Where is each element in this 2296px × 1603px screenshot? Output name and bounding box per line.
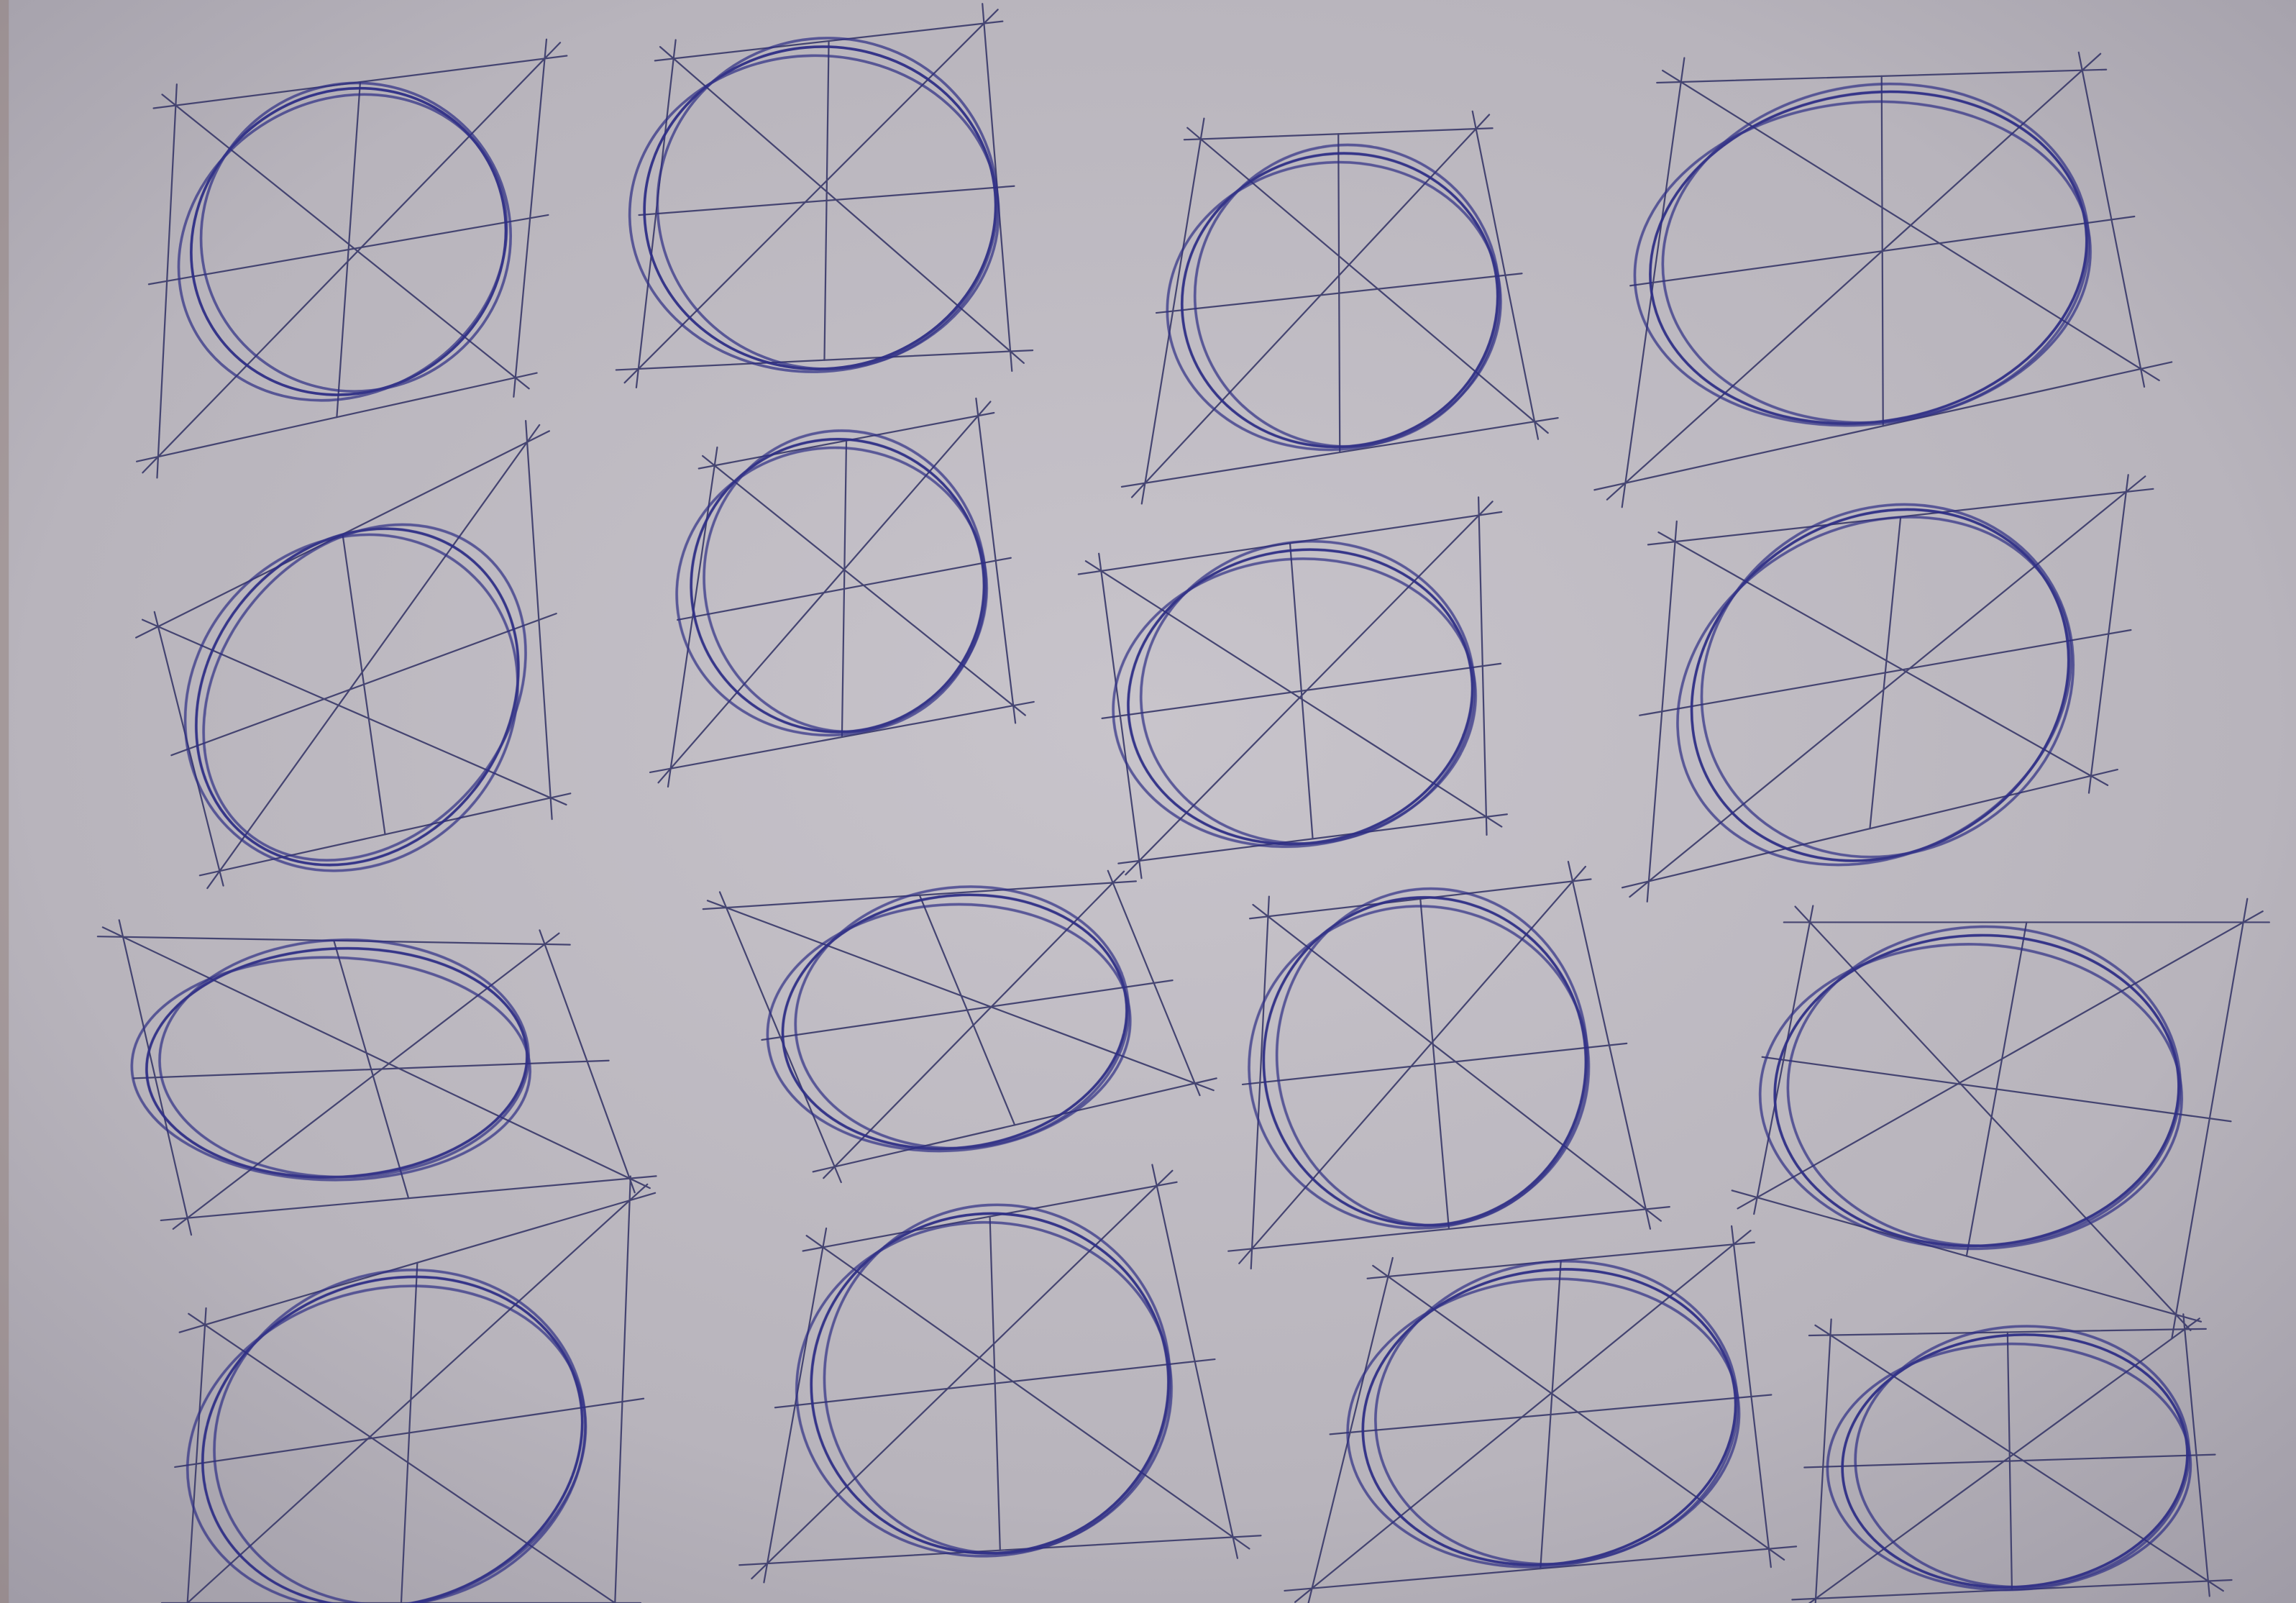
- sketch-13-guides: [160, 1175, 657, 1603]
- guide-diagonal: [805, 1235, 1250, 1550]
- sketch-12-guides: [1731, 898, 2270, 1339]
- ellipse-stroke: [628, 54, 1000, 373]
- guide-diagonal: [188, 1312, 617, 1603]
- guide-diagonal: [1808, 1317, 2200, 1603]
- guide-diagonal: [1629, 475, 2146, 898]
- ellipse-stroke: [199, 81, 512, 393]
- ellipse-stroke: [766, 903, 1132, 1153]
- sketch-8-ellipse: [1676, 503, 2075, 867]
- ellipse-stroke: [202, 523, 527, 862]
- sketch-13-ellipse: [186, 1269, 587, 1603]
- sketch-11-ellipse: [1248, 887, 1591, 1230]
- sketch-5-ellipse: [183, 523, 527, 872]
- sketch-2-ellipse: [628, 37, 1000, 373]
- guide-diagonal: [751, 1169, 1174, 1580]
- sketch-4-ellipse: [1633, 82, 2092, 427]
- ellipse-stroke: [213, 1269, 587, 1603]
- sketch-1-guides: [135, 38, 568, 479]
- sketch-10-guides: [702, 869, 1217, 1184]
- ellipse-stroke: [1248, 905, 1591, 1230]
- guide-center-horizontal: [638, 185, 1015, 216]
- guide-diagonal: [1084, 560, 1503, 828]
- ellipse-stroke: [1166, 160, 1502, 452]
- sketch-11-guides: [1227, 860, 1670, 1270]
- paper-shadow-edge: [0, 0, 9, 1603]
- ellipse-stroke: [1676, 516, 2072, 867]
- sketch-16-ellipse: [1826, 1325, 2192, 1591]
- guide-diagonal: [101, 926, 651, 1189]
- ellipse-stroke: [795, 1220, 1173, 1558]
- ellipse-stroke: [1112, 557, 1477, 849]
- guide-diagonal: [172, 932, 560, 1230]
- ellipse-stroke: [675, 446, 989, 737]
- guide-diagonal: [142, 42, 562, 474]
- guide-center-horizontal: [1329, 1394, 1773, 1435]
- sketch-6-ellipse: [675, 429, 989, 737]
- guide-center-horizontal: [147, 214, 549, 286]
- sketch-15-ellipse: [1346, 1259, 1741, 1568]
- guide-center-horizontal: [676, 557, 1012, 621]
- guide-center-horizontal: [1761, 1056, 2232, 1123]
- ellipse-stroke: [1633, 100, 2092, 427]
- guide-diagonal: [1657, 531, 2109, 787]
- guide-diagonal: [206, 424, 541, 890]
- guide-center-horizontal: [1241, 1042, 1628, 1086]
- ellipse-stroke: [183, 533, 519, 872]
- sketch-7-ellipse: [1112, 539, 1477, 849]
- sketch-3-ellipse: [1166, 143, 1502, 452]
- guide-center-horizontal: [174, 1397, 645, 1469]
- ellipse-stroke: [186, 1284, 587, 1603]
- guide-diagonal: [1794, 905, 2192, 1331]
- sketch-12-ellipse: [1758, 925, 2183, 1251]
- guide-diagonal: [1606, 52, 2102, 501]
- ellipse-stroke: [1826, 1342, 2192, 1591]
- guide-center-horizontal: [170, 613, 557, 757]
- guide-center-horizontal: [1155, 273, 1523, 314]
- guide-diagonal: [161, 93, 530, 390]
- sketch-14-guides: [738, 1164, 1262, 1584]
- sketch-16-guides: [1791, 1313, 2233, 1603]
- guide-center-horizontal: [1629, 215, 2136, 287]
- guide-center-horizontal: [761, 979, 1174, 1041]
- guide-center-horizontal: [774, 1358, 1216, 1409]
- guide-diagonal: [1238, 865, 1587, 1264]
- sketch-4-guides: [1593, 51, 2173, 508]
- sketch-10-ellipse: [766, 885, 1132, 1153]
- sketch-6-guides: [649, 397, 1035, 788]
- ellipse-stroke: [130, 956, 531, 1182]
- ellipse-stroke: [1700, 503, 2075, 859]
- ellipse-stroke: [690, 437, 986, 734]
- ellipse-stroke: [177, 93, 508, 402]
- guide-center-horizontal: [1101, 662, 1502, 719]
- guide-diagonal: [1814, 1324, 2224, 1592]
- guide-diagonal: [1252, 903, 1662, 1222]
- guide-diagonal: [659, 46, 1025, 364]
- guide-diagonal: [1737, 910, 2264, 1210]
- sketch-1-ellipse: [177, 81, 512, 402]
- ellipse-stroke: [1346, 1277, 1741, 1568]
- guide-center-horizontal: [1803, 1453, 2216, 1469]
- sketch-9-guides: [96, 919, 657, 1236]
- guide-diagonal: [623, 9, 999, 384]
- sketch-9-ellipse: [130, 938, 531, 1182]
- guide-diagonal: [1186, 127, 1549, 434]
- ellipse-stroke: [195, 527, 520, 867]
- sketch-14-ellipse: [795, 1203, 1173, 1558]
- ellipse-stroke: [1758, 943, 2183, 1251]
- ellipse-strokes: [130, 37, 2192, 1603]
- guide-center-horizontal: [1639, 629, 2132, 716]
